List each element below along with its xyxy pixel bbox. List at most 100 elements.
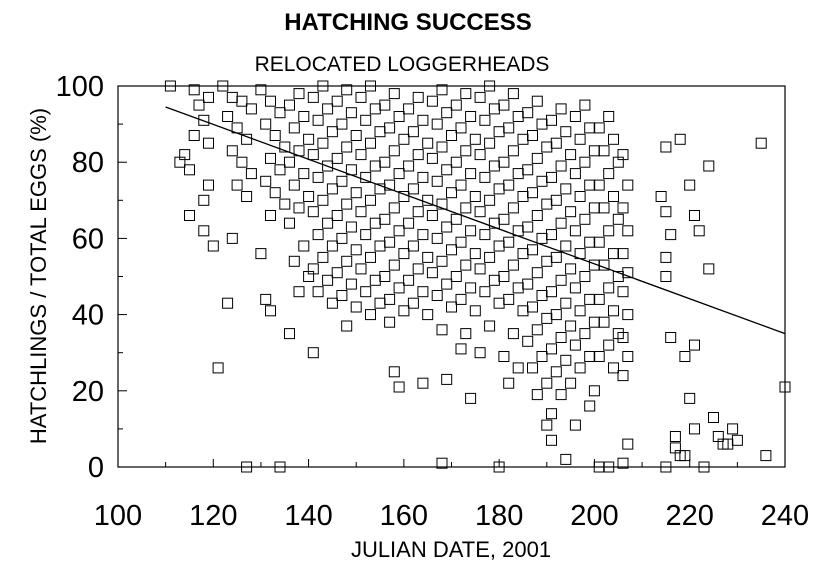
- data-point: [274, 164, 286, 176]
- data-point: [436, 457, 448, 469]
- data-point: [260, 293, 272, 305]
- data-point: [507, 259, 519, 271]
- data-point: [498, 156, 510, 168]
- data-points: [164, 80, 791, 473]
- data-point: [588, 385, 600, 397]
- data-point: [541, 377, 553, 389]
- data-point: [622, 225, 634, 237]
- data-point: [536, 290, 548, 301]
- data-point: [422, 309, 434, 321]
- data-point: [617, 370, 629, 382]
- data-point: [617, 202, 629, 214]
- data-point: [684, 392, 696, 404]
- data-point: [222, 297, 234, 309]
- data-point: [469, 191, 481, 202]
- data-point: [522, 164, 534, 176]
- data-point: [569, 419, 581, 431]
- data-point: [412, 91, 424, 103]
- data-point: [322, 274, 334, 286]
- y-tick-label: 100: [56, 71, 104, 103]
- data-point: [550, 309, 562, 321]
- data-point: [598, 202, 610, 214]
- data-point: [465, 225, 477, 237]
- data-point: [441, 373, 453, 385]
- tick-labels: 100 120 140 160 180 200 220 240 0 20 40 60 80 100: [56, 71, 810, 532]
- data-point: [412, 263, 424, 275]
- data-point: [336, 290, 348, 301]
- data-point: [555, 274, 567, 286]
- data-point: [446, 301, 457, 313]
- data-point: [384, 316, 396, 328]
- data-point: [417, 286, 429, 298]
- data-point: [184, 164, 195, 176]
- data-point: [379, 271, 391, 282]
- data-point: [379, 156, 391, 168]
- data-point: [384, 179, 396, 191]
- data-point: [388, 88, 400, 100]
- data-point: [660, 206, 672, 218]
- data-point: [350, 244, 362, 256]
- data-point: [579, 328, 591, 340]
- data-point: [355, 206, 367, 218]
- data-point: [369, 160, 381, 172]
- axes: [117, 85, 786, 468]
- data-point: [517, 305, 529, 317]
- data-point: [555, 389, 567, 401]
- data-point: [598, 145, 610, 157]
- data-point: [450, 99, 462, 111]
- data-point: [460, 259, 472, 271]
- data-point: [350, 130, 362, 141]
- data-point: [531, 152, 543, 164]
- data-point: [760, 450, 772, 462]
- data-point: [460, 202, 472, 214]
- data-point: [655, 191, 667, 202]
- data-point: [574, 191, 586, 202]
- data-point: [731, 434, 743, 446]
- data-point: [507, 88, 519, 100]
- data-point: [293, 202, 305, 214]
- data-point: [422, 251, 434, 263]
- data-point: [326, 183, 338, 195]
- data-point: [579, 213, 591, 225]
- data-point: [565, 149, 577, 161]
- x-axis-label: JULIAN DATE, 2001: [351, 537, 551, 562]
- data-point: [441, 221, 453, 233]
- data-point: [341, 141, 353, 153]
- data-point: [527, 244, 538, 256]
- data-point: [331, 267, 343, 279]
- data-point: [541, 419, 553, 431]
- data-point: [679, 450, 691, 462]
- data-point: [360, 286, 372, 298]
- data-point: [455, 343, 467, 355]
- data-point: [184, 210, 195, 221]
- data-point: [622, 179, 634, 191]
- data-point: [441, 107, 453, 119]
- x-tick-label: 160: [380, 500, 428, 532]
- data-point: [689, 423, 700, 435]
- data-point: [241, 133, 253, 145]
- data-point: [188, 84, 200, 96]
- data-point: [584, 122, 596, 134]
- data-point: [307, 91, 319, 103]
- data-point: [403, 103, 415, 115]
- data-point: [550, 194, 562, 206]
- data-point: [579, 156, 591, 168]
- data-point: [484, 320, 496, 332]
- data-point: [498, 271, 510, 282]
- data-point: [474, 347, 486, 359]
- data-point: [441, 164, 453, 176]
- data-point: [446, 187, 457, 199]
- data-point: [265, 95, 276, 107]
- data-point: [560, 453, 572, 465]
- data-point: [608, 248, 619, 260]
- data-point: [584, 351, 596, 362]
- data-point: [393, 168, 405, 180]
- data-point: [198, 194, 210, 206]
- data-point: [603, 111, 615, 122]
- data-point: [279, 198, 291, 210]
- data-point: [522, 107, 534, 119]
- data-point: [245, 168, 257, 180]
- data-point: [555, 332, 567, 343]
- data-point: [488, 160, 500, 172]
- data-point: [560, 297, 572, 309]
